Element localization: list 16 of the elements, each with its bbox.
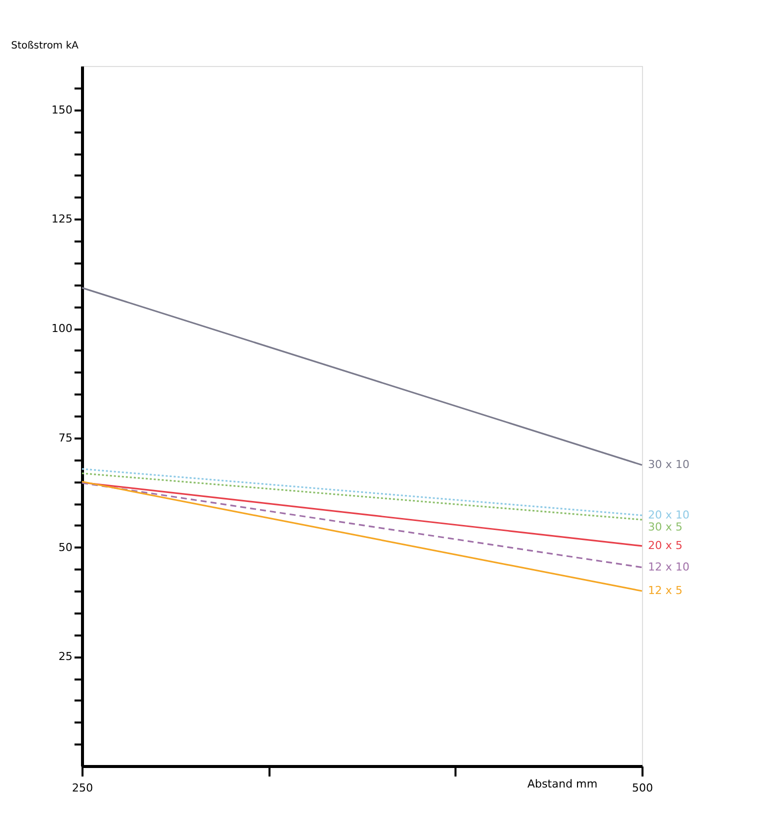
- y-axis-title: Stoßstrom kA: [11, 40, 79, 52]
- y-tick-label: 50: [58, 540, 72, 554]
- y-tick-label: 125: [52, 212, 72, 226]
- series-label: 20 x 10: [648, 508, 690, 522]
- y-tick-label: 150: [52, 103, 72, 116]
- y-tick-label: 100: [52, 322, 72, 335]
- series-label: 20 x 5: [648, 538, 682, 552]
- series-label: 12 x 10: [648, 560, 690, 574]
- y-tick-label: 75: [58, 431, 72, 444]
- series-label: 12 x 5: [648, 584, 682, 597]
- series-label: 30 x 5: [648, 520, 682, 534]
- y-tick-label: 25: [58, 650, 72, 664]
- series-label: 30 x 10: [648, 458, 690, 471]
- x-tick-label: 500: [632, 782, 653, 794]
- x-tick-label: 250: [72, 782, 93, 794]
- x-axis-title: Abstand mm: [527, 778, 598, 790]
